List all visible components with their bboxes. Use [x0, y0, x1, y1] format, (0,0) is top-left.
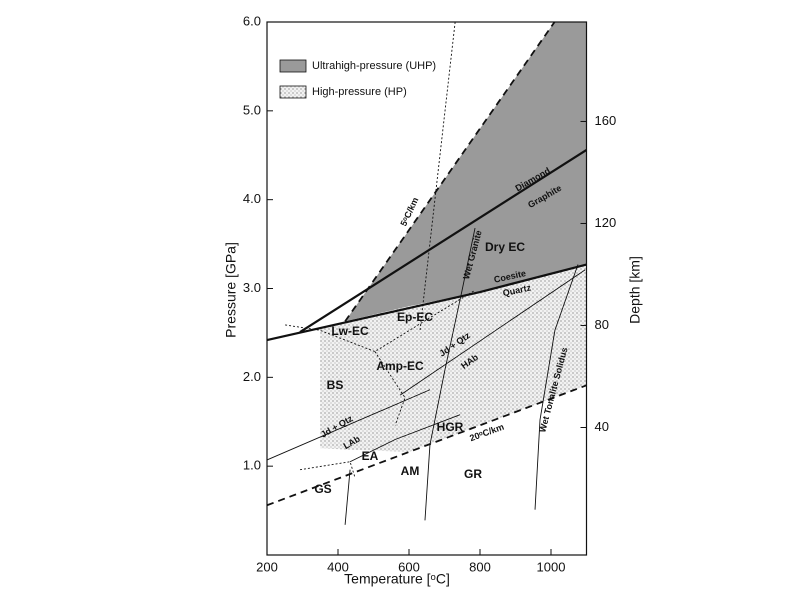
diagram-label: Amp-EC — [376, 359, 424, 373]
y-axis-label: Pressure [GPa] — [223, 242, 239, 338]
diagram-label: Ep-EC — [397, 310, 433, 324]
legend-label: Ultrahigh-pressure (UHP) — [312, 60, 436, 72]
diagram-label: AM — [401, 464, 420, 478]
y-tick-label: 6.0 — [243, 13, 261, 28]
boundary-line — [285, 289, 476, 353]
y-tick-label: 2.0 — [243, 369, 261, 384]
y2-axis-label: Depth [km] — [627, 256, 643, 324]
y2-tick-label: 120 — [595, 215, 617, 230]
boundary-line — [349, 414, 461, 463]
x-tick-label: 200 — [256, 559, 278, 574]
diagram-label: HGR — [437, 420, 464, 434]
boundary-line — [534, 264, 579, 510]
y2-tick-label: 40 — [595, 419, 609, 434]
diagram-label: BS — [327, 378, 344, 392]
y-tick-label: 4.0 — [243, 191, 261, 206]
boundary-line — [299, 148, 588, 333]
x-axis-label: Temperature [ᵒC] — [344, 571, 450, 587]
boundary-line — [344, 21, 556, 322]
diagram-label: EA — [362, 449, 379, 463]
x-tick-label: 400 — [327, 559, 349, 574]
y-tick-label: 3.0 — [243, 280, 261, 295]
legend-label: High-pressure (HP) — [312, 86, 407, 98]
diagram-label: Lw-EC — [331, 324, 369, 338]
region — [345, 22, 587, 322]
y-tick-label: 1.0 — [243, 458, 261, 473]
region — [320, 264, 587, 452]
boundary-line — [266, 263, 587, 342]
x-tick-label: 800 — [469, 559, 491, 574]
boundary-line — [266, 384, 587, 507]
y-tick-label: 5.0 — [243, 102, 261, 117]
boundary-line — [399, 269, 586, 396]
diagram-label: Dry EC — [485, 240, 525, 254]
boundary-line — [299, 461, 356, 478]
legend-swatch — [279, 59, 307, 73]
x-tick-label: 600 — [398, 559, 420, 574]
diagram-label: GS — [314, 482, 331, 496]
y2-tick-label: 80 — [595, 317, 609, 332]
boundary-line — [424, 228, 476, 521]
legend-swatch — [279, 85, 307, 99]
boundary-line — [266, 389, 431, 461]
diagram-label: GR — [464, 467, 482, 481]
boundary-line — [344, 469, 351, 525]
x-tick-label: 1000 — [537, 559, 566, 574]
y2-tick-label: 160 — [595, 113, 617, 128]
